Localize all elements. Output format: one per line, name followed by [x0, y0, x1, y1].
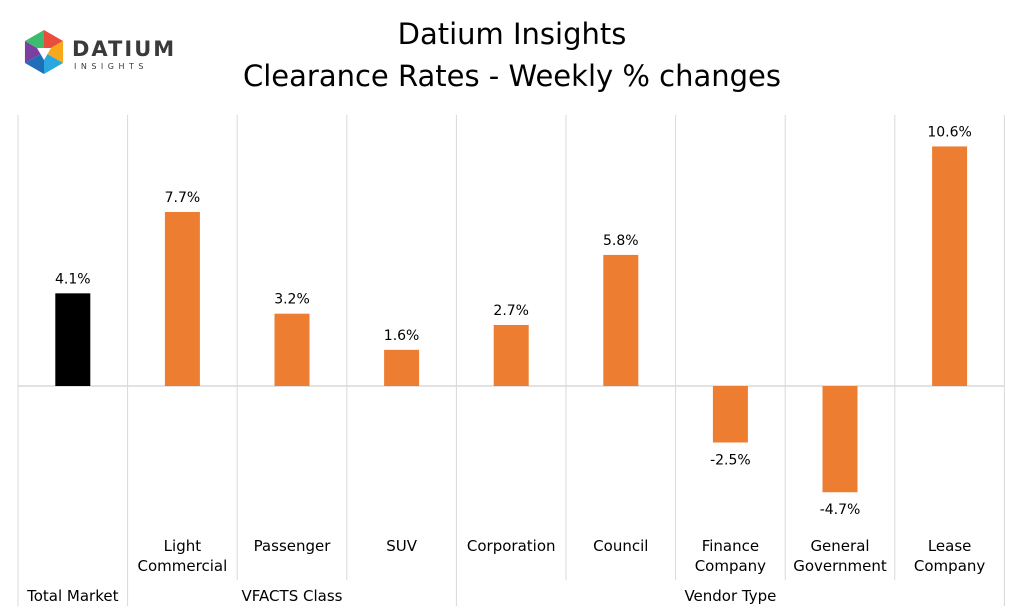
group-labels: VFACTS Class Vendor Type	[242, 587, 777, 605]
chart-subtitle: Clearance Rates - Weekly % changes	[243, 59, 781, 93]
data-label: -4.7%	[820, 502, 861, 518]
logo-cube-center	[37, 48, 51, 60]
category-label: Lease	[928, 537, 972, 555]
logo-sub: INSIGHTS	[74, 62, 148, 71]
logo-cube-facet	[44, 41, 64, 63]
category-label: General	[810, 537, 869, 555]
logo-cube-facet	[44, 30, 64, 52]
category-label: Total Market	[26, 587, 118, 605]
bar	[493, 324, 529, 386]
logo-word: DATIUM	[72, 37, 176, 61]
category-label: Corporation	[467, 537, 556, 555]
category-labels: Total Market Light Commercial Passenger SUV C…	[26, 537, 985, 605]
data-labels: 4.1% 7.7% 3.2% 1.6% 2.7% 5.8% -2.5% -4.7% 10.6%	[55, 124, 972, 518]
bar	[164, 211, 200, 386]
category-label: Company	[914, 557, 985, 575]
bar	[55, 293, 91, 386]
logo-cube-facet	[24, 41, 44, 63]
data-label: 7.7%	[165, 190, 201, 206]
category-label: SUV	[386, 537, 418, 555]
category-label: Commercial	[138, 557, 228, 575]
group-label: VFACTS Class	[242, 587, 343, 605]
category-label: Passenger	[254, 537, 332, 555]
category-label: Government	[793, 557, 887, 575]
data-label: 3.2%	[274, 292, 310, 308]
bar	[603, 254, 639, 386]
bar	[274, 313, 310, 386]
data-label: 4.1%	[55, 271, 91, 287]
bar	[712, 386, 748, 443]
bars	[55, 146, 968, 493]
group-label: Vendor Type	[684, 587, 776, 605]
category-label: Company	[695, 557, 766, 575]
bar	[822, 386, 858, 493]
category-label: Light	[164, 537, 202, 555]
data-label: 5.8%	[603, 233, 639, 249]
logo-cube-facet	[24, 52, 44, 74]
data-label: 2.7%	[493, 303, 529, 319]
datium-logo: DATIUM INSIGHTS	[24, 30, 176, 74]
logo-cube-facet	[44, 52, 64, 74]
category-label: Council	[593, 537, 648, 555]
data-label: 10.6%	[927, 124, 971, 140]
chart-title: Datium Insights	[398, 17, 627, 51]
bar	[384, 349, 420, 386]
data-label: -2.5%	[710, 453, 751, 469]
logo-cube-icon	[24, 30, 64, 74]
data-label: 1.6%	[384, 328, 420, 344]
category-dividers	[17, 115, 1005, 606]
category-label: Finance	[702, 537, 759, 555]
logo-cube-facet	[24, 30, 44, 52]
bar	[932, 146, 968, 386]
